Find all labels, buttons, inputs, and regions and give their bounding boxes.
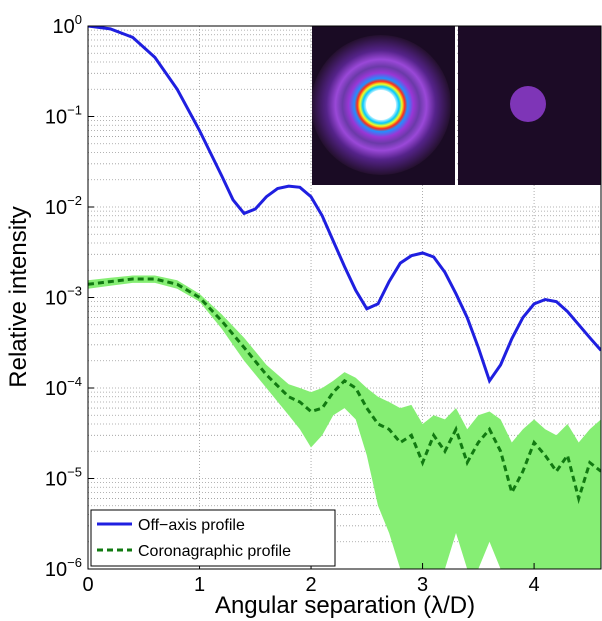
y-tick-label: 10−5 — [45, 465, 82, 491]
data-layer — [88, 26, 601, 569]
y-axis-label: Relative intensity — [5, 206, 32, 387]
y-tick-label: 10−1 — [45, 103, 82, 129]
coronagraphic-uncertainty-band — [88, 275, 601, 569]
y-tick-label: 10−2 — [45, 193, 82, 219]
x-tick-label: 0 — [82, 574, 93, 596]
legend-label-coronagraphic: Coronagraphic profile — [138, 543, 291, 560]
y-tick-label: 10−6 — [45, 555, 82, 581]
x-tick-label: 4 — [529, 574, 540, 596]
psf-core — [366, 90, 396, 120]
series-line-offaxis — [88, 26, 601, 385]
y-tick-label: 10−4 — [45, 374, 82, 400]
x-tick-label: 3 — [417, 574, 428, 596]
legend-label-offaxis: Off−axis profile — [138, 517, 245, 534]
inset-images — [312, 26, 601, 185]
y-tick-label: 10−3 — [45, 284, 82, 310]
legend-box — [90, 509, 336, 567]
y-axis-ticks: 100 10−1 10−2 10−3 10−4 10−5 10−6 — [45, 12, 94, 581]
x-tick-label: 2 — [305, 574, 316, 596]
x-axis-ticks: 0 1 2 3 4 — [82, 563, 540, 596]
legend: Off−axis profile Coronagraphic profile — [90, 509, 336, 567]
y-tick-label: 100 — [53, 12, 82, 38]
series-line-coronagraphic — [88, 277, 601, 505]
x-tick-label: 1 — [194, 574, 205, 596]
x-axis-label: Angular separation (λ/D) — [215, 592, 475, 619]
residual-blob — [510, 86, 546, 122]
